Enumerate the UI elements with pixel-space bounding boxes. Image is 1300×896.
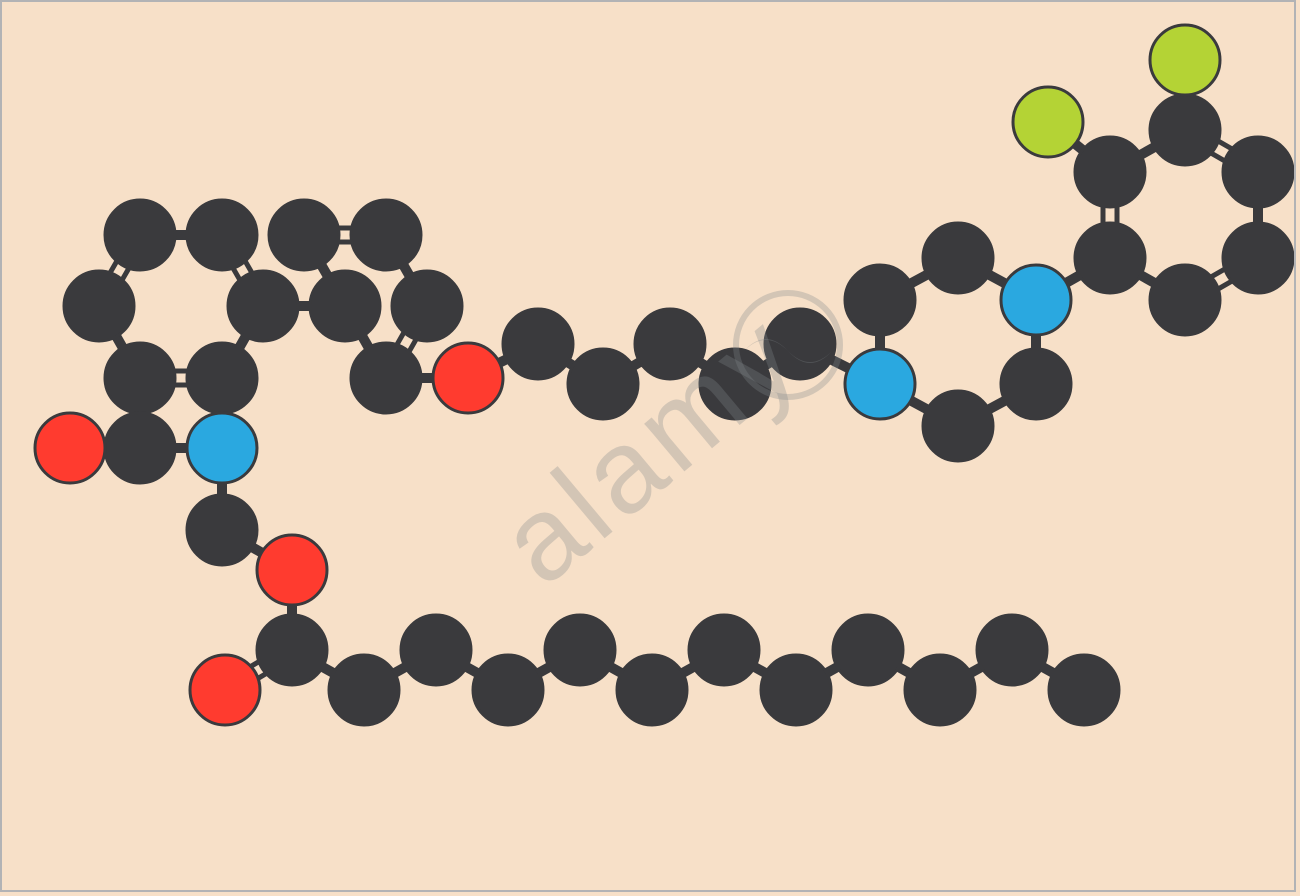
image-frame — [0, 0, 1296, 892]
